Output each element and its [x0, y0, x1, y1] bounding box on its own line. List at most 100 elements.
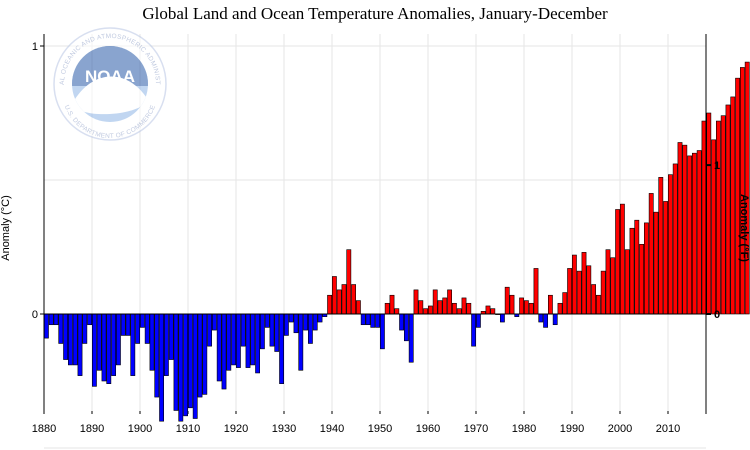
bar-1969: [471, 313, 476, 347]
bar-1991: [576, 270, 582, 315]
bar-1986: [552, 313, 558, 326]
bar-1951: [384, 302, 390, 315]
bar-1961: [432, 289, 438, 315]
bar-1976: [504, 286, 510, 315]
right-tick-label-0: 0: [714, 309, 720, 321]
bar-1900: [140, 313, 145, 328]
x-tick-label-1940: 1940: [320, 423, 344, 435]
bar-1882: [53, 313, 59, 326]
bar-1977: [509, 294, 515, 315]
bar-1888: [82, 313, 88, 344]
bar-1966: [456, 308, 462, 315]
bar-1935: [307, 313, 313, 344]
bar-1975: [499, 313, 505, 323]
bar-1923: [250, 313, 256, 366]
bar-2024: [735, 77, 740, 315]
bar-1939: [327, 294, 332, 315]
bar-1964: [447, 289, 452, 315]
bar-1993: [586, 265, 592, 315]
bar-1909: [183, 313, 188, 417]
bar-2010: [667, 174, 673, 315]
bar-1936: [312, 313, 318, 331]
bar-1959: [423, 308, 428, 315]
bar-1894: [111, 313, 116, 376]
bar-series: [43, 61, 750, 422]
bar-2025: [739, 67, 745, 315]
bar-1928: [274, 313, 280, 352]
bar-2011: [672, 163, 678, 315]
bar-1884: [63, 313, 68, 360]
bar-1997: [605, 249, 611, 315]
bar-2000: [619, 203, 625, 315]
bar-2006: [648, 193, 654, 315]
bar-1906: [168, 313, 174, 360]
bar-1963: [442, 297, 448, 315]
x-tick-label-2010: 2010: [656, 423, 680, 435]
bar-1956: [408, 313, 414, 363]
bar-1970: [475, 313, 481, 328]
bar-1905: [164, 313, 169, 376]
bar-1880: [43, 313, 49, 339]
bar-1985: [547, 294, 553, 315]
bar-2026: [744, 61, 750, 315]
left-axis-title: Anomaly (°C): [0, 195, 12, 261]
bar-1980: [523, 300, 529, 315]
bar-1903: [154, 313, 160, 398]
bar-2003: [634, 219, 640, 315]
bar-1954: [399, 313, 404, 331]
bar-1887: [77, 313, 83, 376]
bar-1994: [591, 284, 596, 315]
bar-1937: [317, 313, 323, 323]
bar-1960: [427, 305, 433, 315]
bar-1949: [375, 313, 380, 328]
bar-1889: [87, 313, 92, 326]
x-tick-label-1980: 1980: [512, 423, 536, 435]
bar-1999: [615, 209, 620, 315]
right-tick-label-1: 1: [714, 160, 720, 172]
bar-1973: [490, 308, 496, 315]
bar-1911: [192, 313, 198, 419]
bar-2005: [643, 222, 649, 315]
left-tick-label-1: 1: [32, 41, 38, 53]
bar-1984: [543, 313, 548, 328]
x-tick-label-1970: 1970: [464, 423, 488, 435]
bar-1892: [101, 313, 107, 382]
bar-1967: [461, 297, 467, 315]
bar-1940: [331, 276, 337, 315]
bar-1897: [125, 313, 131, 336]
bar-1910: [188, 313, 193, 409]
x-tick-label-1910: 1910: [176, 423, 200, 435]
bar-2020: [715, 120, 721, 315]
bar-2004: [639, 244, 644, 315]
x-axis-ticks: 1880 1890 1900 1910 1920 1930 1940 1950 1960 1970…: [32, 411, 680, 435]
x-tick-label-1900: 1900: [128, 423, 152, 435]
bar-1952: [389, 294, 395, 315]
right-axis-ticks: 10: [706, 160, 720, 321]
chart-title: Global Land and Ocean Temperature Anomal…: [142, 4, 608, 23]
x-tick-label-1990: 1990: [560, 423, 584, 435]
left-tick-label-0: 0: [32, 309, 38, 321]
bar-1981: [528, 302, 534, 315]
bar-1891: [96, 313, 102, 371]
bar-1912: [197, 313, 203, 398]
bar-1902: [149, 313, 155, 371]
bar-1965: [451, 302, 457, 315]
bar-1898: [130, 313, 136, 376]
bar-1958: [418, 300, 424, 315]
bar-1896: [120, 313, 126, 336]
bar-1883: [58, 313, 64, 344]
bar-1989: [567, 268, 572, 315]
bar-2019: [711, 139, 716, 315]
bar-1942: [341, 284, 347, 315]
bar-1881: [48, 313, 54, 326]
bar-1917: [221, 313, 227, 390]
bar-1962: [437, 300, 443, 315]
bar-1946: [360, 313, 366, 326]
bar-1886: [72, 313, 78, 366]
bar-1899: [135, 313, 140, 344]
bar-1955: [403, 313, 409, 342]
bar-1927: [269, 313, 275, 347]
bar-1913: [202, 313, 208, 395]
bar-1885: [68, 313, 73, 366]
bar-2012: [677, 142, 683, 315]
